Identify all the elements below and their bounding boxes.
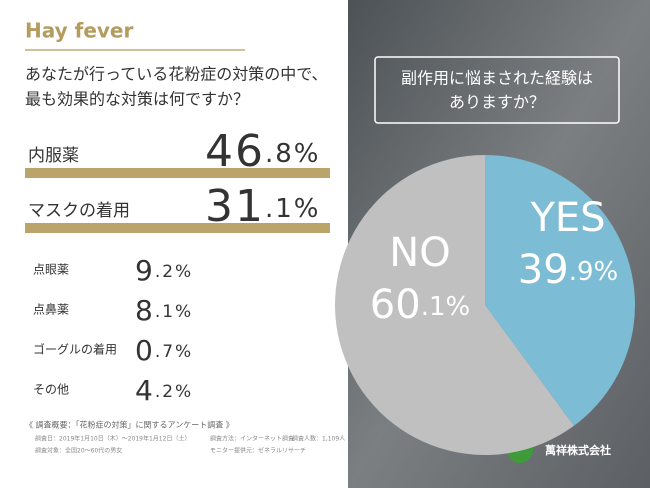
slice-label: YES	[529, 195, 605, 241]
highlight-band	[25, 168, 330, 178]
slice-value: 39.9%	[518, 247, 618, 293]
value-label: 0.7%	[135, 334, 193, 367]
value-label: 46.8%	[205, 126, 321, 177]
value-label: 4.2%	[135, 374, 193, 407]
slice-label: NO	[389, 230, 450, 276]
footer-item: 調査人数：1,109人	[292, 435, 345, 443]
value-label: 8.1%	[135, 294, 193, 327]
footer-item: 調査日：2019年1月10日（木）～2019年1月12日（土）	[35, 435, 190, 443]
pie-slice	[485, 155, 636, 426]
category-label: ゴーグルの着用	[33, 342, 117, 357]
footer-heading: 《 調査概要：「花粉症の対策」に関するアンケート調査 》	[25, 420, 234, 430]
company-name: 萬祥株式会社	[545, 443, 611, 457]
category-label: 点鼻薬	[33, 302, 69, 317]
question-box	[374, 56, 620, 124]
value-label: 31.1%	[205, 181, 321, 232]
pie-slice	[335, 155, 574, 455]
slice-value: 60.1%	[370, 282, 470, 328]
category-label: その他	[33, 383, 69, 397]
question: 最も効果的な対策は何ですか？	[25, 90, 249, 109]
value-label: 9.2%	[135, 254, 193, 287]
category-label: 内服薬	[28, 146, 79, 166]
question: 副作用に悩まされた経験は	[401, 69, 593, 88]
category-label: 点眼薬	[33, 263, 69, 277]
question: あなたが行っている花粉症の対策の中で、	[25, 65, 328, 84]
header-title: Hay fever	[25, 19, 133, 43]
footer-item: 調査対象：全国20～60代の男女	[35, 447, 122, 455]
highlight-band	[25, 223, 330, 233]
footer-item: モニター提供元：ゼネラルリサーチ	[210, 447, 306, 455]
footer-item: 調査方法：インターネット調査	[210, 435, 294, 443]
question: ありますか？	[449, 93, 545, 112]
category-label: マスクの着用	[28, 201, 130, 221]
